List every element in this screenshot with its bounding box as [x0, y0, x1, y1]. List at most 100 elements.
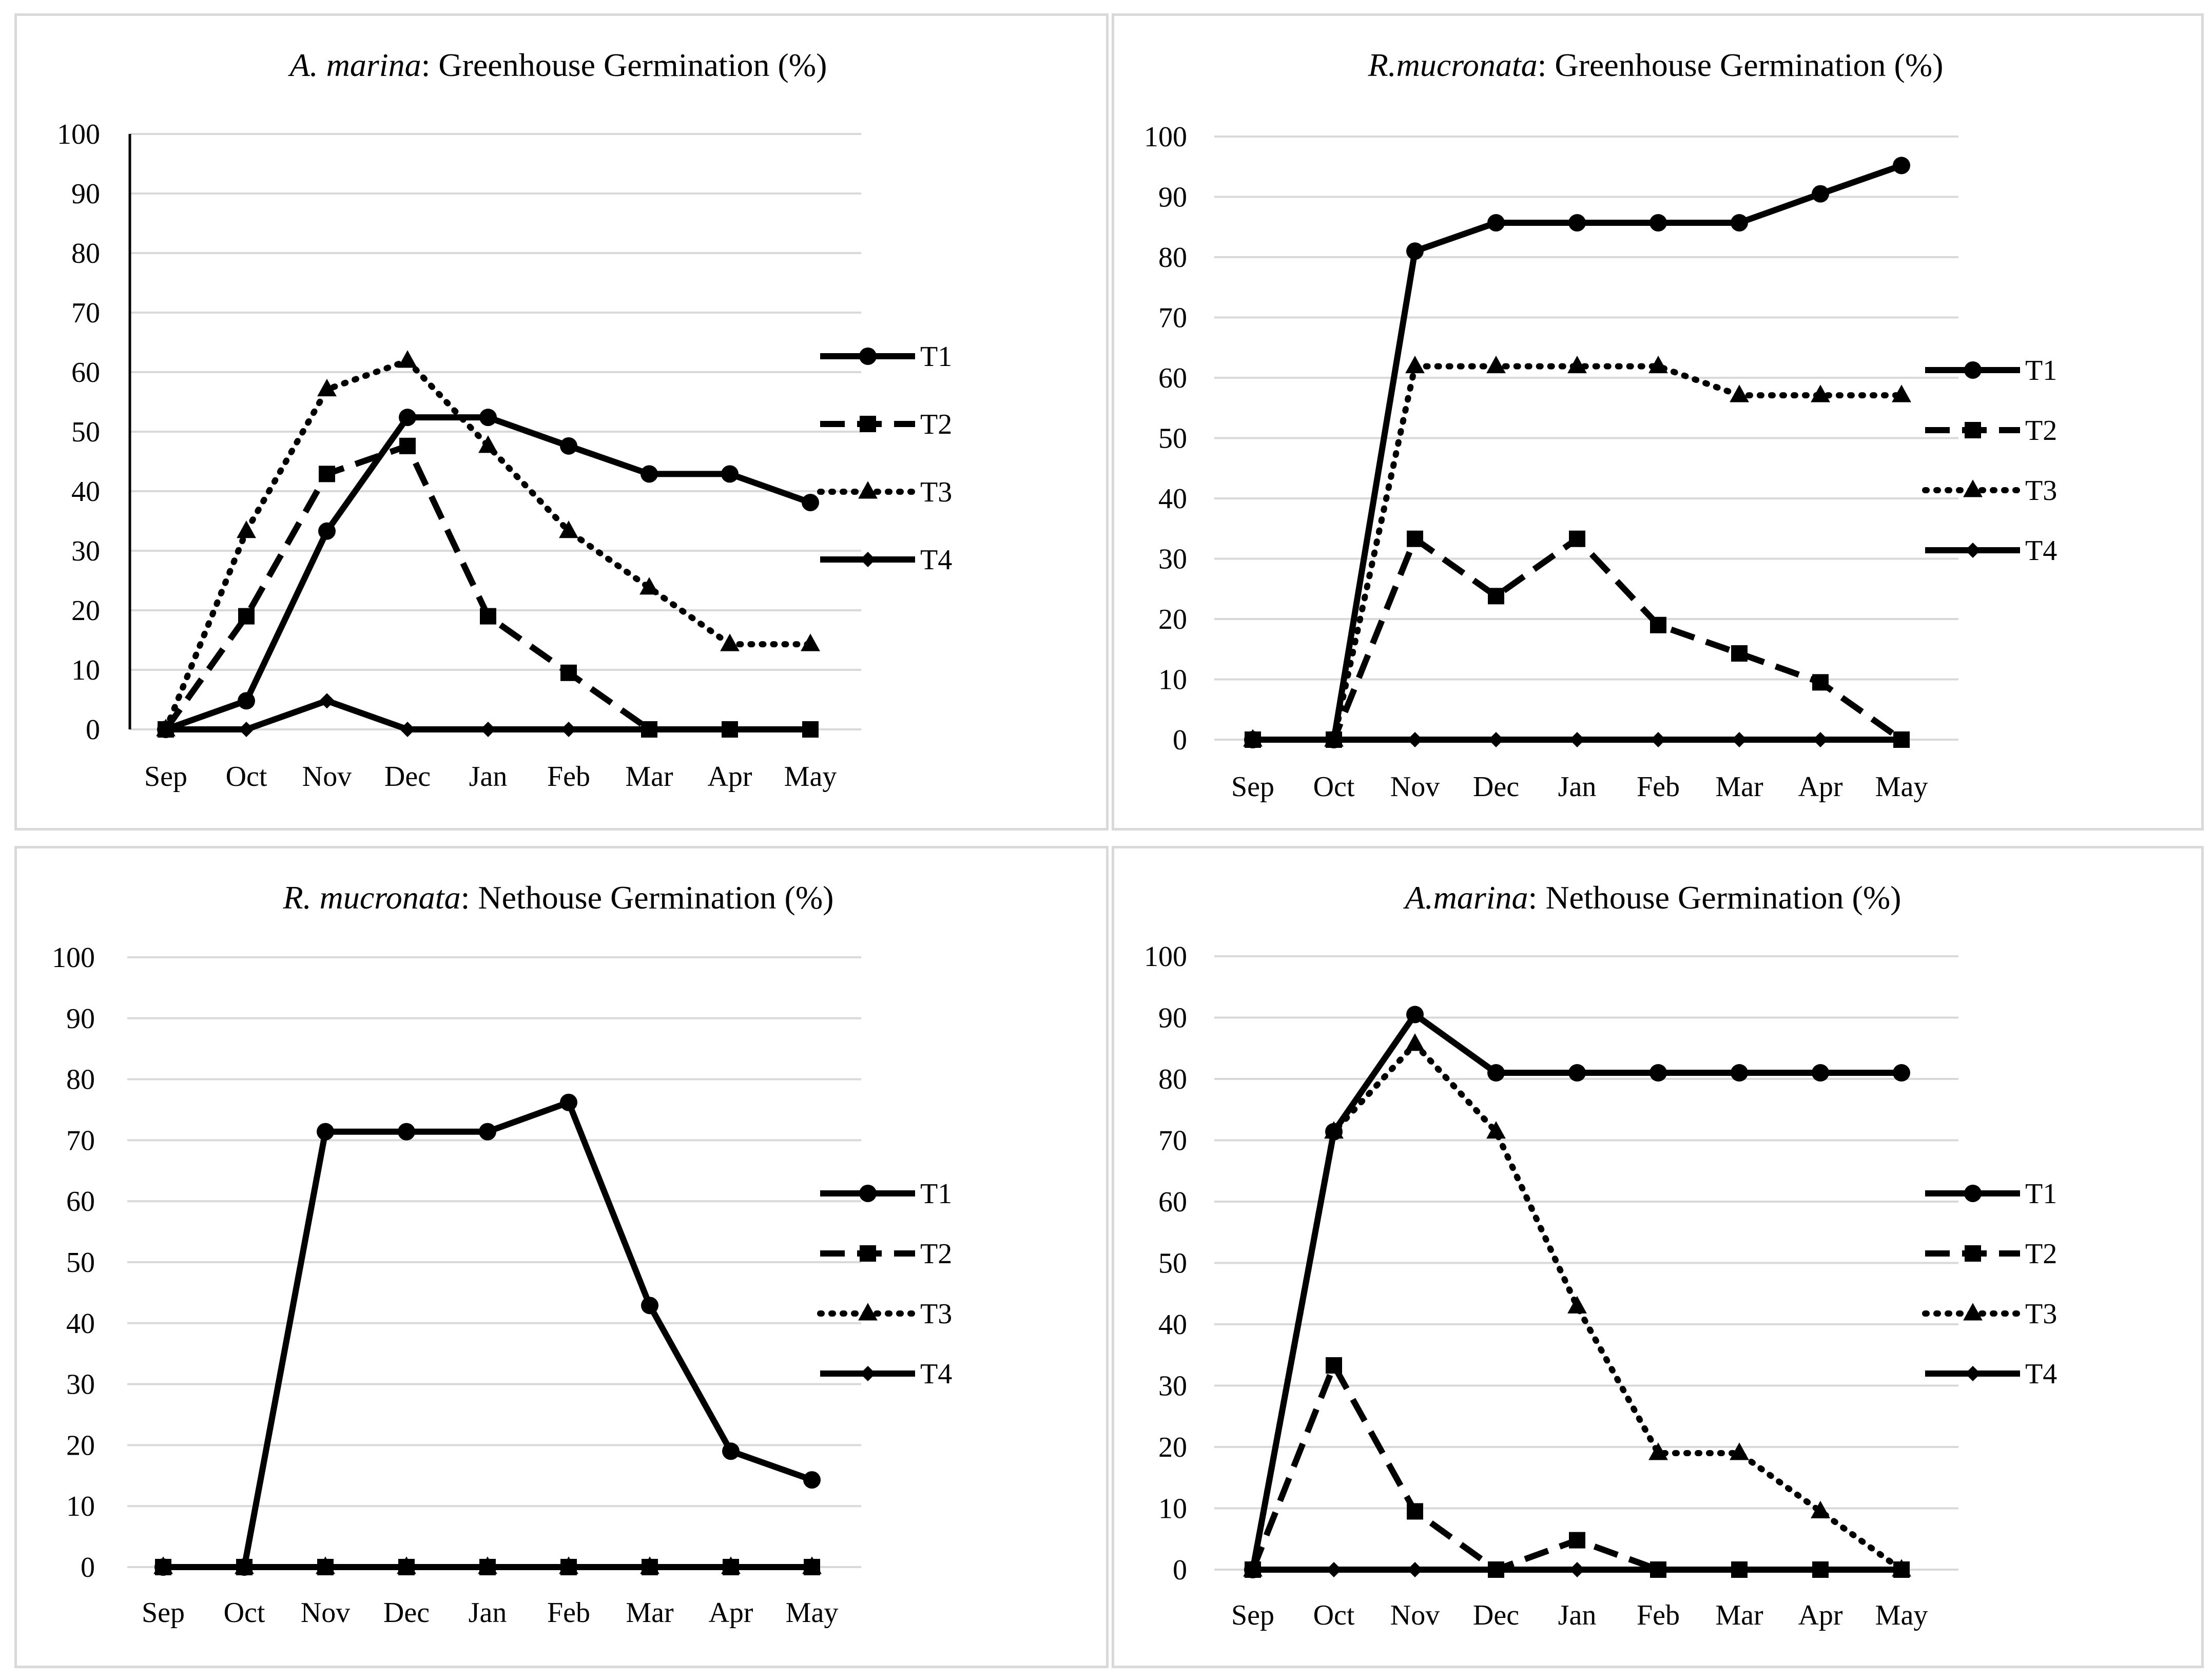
- y-tick-label: 0: [86, 714, 100, 746]
- data-point-t4: [319, 693, 335, 709]
- legend-marker-t3: [858, 1303, 878, 1321]
- series-t1: [157, 409, 819, 738]
- x-tick-label: May: [786, 1597, 839, 1629]
- y-tick-label: 60: [1158, 1186, 1187, 1218]
- data-point-t3: [1486, 355, 1506, 374]
- legend-marker-t1: [859, 347, 877, 365]
- data-point-t2: [1893, 731, 1910, 748]
- x-tick-label: Dec: [383, 1597, 430, 1629]
- legend-label-t2: T2: [2025, 415, 2057, 447]
- data-point-t4: [480, 722, 496, 737]
- data-point-t2: [1569, 530, 1585, 547]
- series-t2: [158, 437, 819, 738]
- chart-svg: A.marina: Nethouse Germination (%) 0 10 20 3…: [1144, 879, 2057, 1631]
- y-tick-label: 90: [1158, 1002, 1187, 1034]
- data-point-t3: [237, 520, 256, 538]
- data-point-t1: [721, 465, 739, 483]
- data-point-t2: [1731, 645, 1748, 662]
- legend-label-t1: T1: [920, 1178, 952, 1210]
- chart-title-species: A. marina: [288, 47, 421, 83]
- x-tick-label: Apr: [707, 761, 752, 793]
- series-t2: [1245, 1357, 1910, 1578]
- data-point-t2: [1407, 530, 1423, 547]
- legend-marker-t2: [1965, 1245, 1981, 1262]
- data-point-t2: [319, 466, 335, 482]
- data-point-t2: [1488, 588, 1504, 605]
- x-tick-label: Jan: [1558, 1599, 1597, 1631]
- data-point-t1: [1731, 1064, 1748, 1082]
- data-point-t4: [1407, 1562, 1423, 1577]
- data-point-t1: [479, 1123, 496, 1141]
- data-point-t1: [722, 1442, 740, 1460]
- x-tick-label: Jan: [1558, 771, 1597, 803]
- x-tick-label: Jan: [469, 1597, 507, 1629]
- chart-title-text: : Greenhouse Germination (%): [421, 47, 827, 83]
- series-line-t1: [163, 414, 813, 732]
- y-tick-label: 10: [1158, 1493, 1187, 1525]
- series-t3: [156, 350, 820, 737]
- y-tick-label: 30: [1158, 1370, 1187, 1402]
- data-point-t2: [1893, 1561, 1910, 1578]
- legend-label-t4: T4: [920, 544, 952, 576]
- data-point-t1: [399, 409, 416, 427]
- x-tick-label: Sep: [1231, 771, 1274, 803]
- x-tick-label: Feb: [1637, 1599, 1680, 1631]
- chart-svg: A. marina: Greenhouse Germination (%) 0 10…: [57, 47, 952, 793]
- data-point-t3: [1405, 1033, 1425, 1051]
- data-point-t2: [1407, 1503, 1423, 1520]
- data-point-t3: [559, 520, 578, 538]
- legend-label-t2: T2: [2025, 1238, 2057, 1270]
- x-tick-label: Sep: [1231, 1599, 1274, 1631]
- y-tick-label: 90: [71, 178, 100, 210]
- x-tick-label: Oct: [226, 761, 267, 793]
- data-point-t4: [1326, 1562, 1342, 1577]
- data-point-t2: [723, 1559, 739, 1575]
- y-tick-label: 70: [71, 297, 100, 329]
- data-point-t3: [478, 435, 498, 453]
- data-point-t1: [1487, 1064, 1505, 1082]
- data-point-t2: [399, 437, 416, 454]
- series-line-t3: [1250, 363, 1905, 743]
- y-tick-label: 0: [81, 1552, 95, 1584]
- data-point-t2: [1488, 1561, 1504, 1578]
- data-point-t2: [560, 1559, 577, 1575]
- data-point-t2: [317, 1559, 334, 1575]
- data-point-t2: [560, 664, 577, 681]
- x-tick-label: Nov: [1390, 771, 1440, 803]
- data-point-t1: [1406, 242, 1424, 260]
- legend-label-t3: T3: [2025, 475, 2057, 507]
- y-tick-label: 50: [66, 1247, 95, 1279]
- data-point-t2: [1569, 1532, 1585, 1549]
- data-point-t4: [1488, 732, 1504, 747]
- data-point-t1: [1893, 157, 1910, 175]
- data-point-t3: [317, 378, 337, 397]
- data-point-t1: [1650, 214, 1667, 232]
- data-point-t1: [317, 1123, 334, 1141]
- data-point-t3: [1486, 1121, 1506, 1139]
- legend-label-t4: T4: [2025, 535, 2057, 567]
- data-point-t1: [802, 494, 819, 512]
- chart-panel-a-marina-greenhouse: A. marina: Greenhouse Germination (%) 0 10…: [14, 13, 1109, 831]
- data-point-t2: [722, 721, 738, 738]
- x-tick-label: Nov: [302, 761, 352, 793]
- chart-panel-r-mucronata-nethouse: R. mucronata: Nethouse Germination (%) 0 1…: [14, 846, 1109, 1668]
- series-t4: [158, 693, 818, 737]
- data-point-t2: [642, 1559, 658, 1575]
- y-tick-label: 10: [66, 1491, 95, 1522]
- data-point-t1: [1893, 1064, 1910, 1082]
- x-tick-label: Dec: [1473, 771, 1519, 803]
- data-point-t1: [1731, 214, 1748, 232]
- data-point-t4: [1407, 732, 1423, 747]
- x-tick-label: Oct: [1313, 1599, 1355, 1631]
- data-point-t1: [1650, 1064, 1667, 1082]
- data-point-t1: [1244, 1561, 1262, 1578]
- legend-marker-t1: [1964, 361, 1982, 379]
- data-point-t3: [1567, 1296, 1587, 1314]
- legend-label-t1: T1: [2025, 1178, 2057, 1210]
- legend-label-t2: T2: [920, 409, 952, 440]
- series-line-t2: [163, 442, 810, 732]
- data-point-t3: [1567, 355, 1587, 374]
- data-point-t4: [1813, 732, 1828, 747]
- data-point-t4: [1569, 1562, 1585, 1577]
- y-tick-label: 80: [66, 1064, 95, 1096]
